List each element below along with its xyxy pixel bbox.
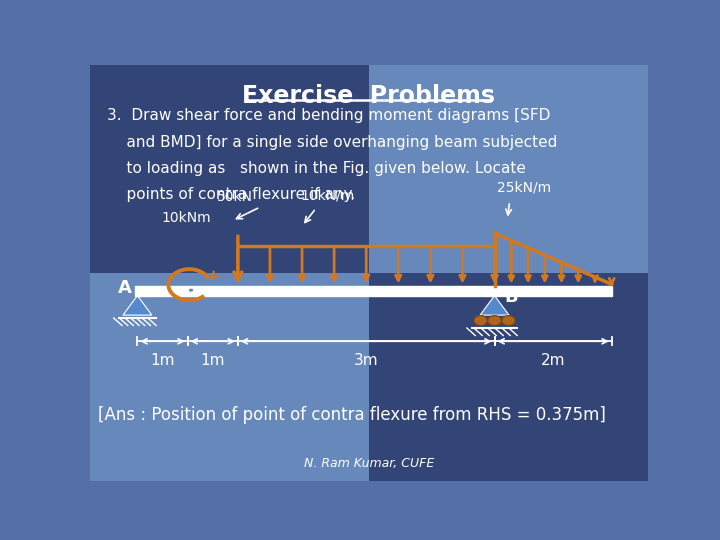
Polygon shape <box>480 295 509 315</box>
Circle shape <box>488 315 501 326</box>
Bar <box>135 286 612 295</box>
Circle shape <box>474 315 487 326</box>
Text: 25kN/m: 25kN/m <box>498 180 552 194</box>
Text: B: B <box>505 288 518 306</box>
Text: [Ans : Position of point of contra flexure from RHS = 0.375m]: [Ans : Position of point of contra flexu… <box>99 407 606 424</box>
Text: 50kN: 50kN <box>217 190 253 204</box>
Text: A: A <box>118 280 132 298</box>
Text: 1m: 1m <box>200 353 225 368</box>
Text: to loading as   shown in the Fig. given below. Locate: to loading as shown in the Fig. given be… <box>107 161 526 176</box>
Text: 1m: 1m <box>150 353 175 368</box>
Text: 3.  Draw shear force and bending moment diagrams [SFD: 3. Draw shear force and bending moment d… <box>107 109 550 124</box>
Polygon shape <box>123 295 152 315</box>
Text: Exercise  Problems: Exercise Problems <box>243 84 495 107</box>
Text: and BMD] for a single side overhanging beam subjected: and BMD] for a single side overhanging b… <box>107 134 557 150</box>
Text: N. Ram Kumar, CUFE: N. Ram Kumar, CUFE <box>304 457 434 470</box>
Text: 2m: 2m <box>541 353 565 368</box>
Text: 3m: 3m <box>354 353 379 368</box>
Circle shape <box>188 288 194 292</box>
Circle shape <box>502 315 516 326</box>
Text: 10kNm: 10kNm <box>162 211 212 225</box>
Text: 10kN/m: 10kN/m <box>300 189 354 203</box>
Text: points of contra flexure if any.: points of contra flexure if any. <box>107 187 355 202</box>
